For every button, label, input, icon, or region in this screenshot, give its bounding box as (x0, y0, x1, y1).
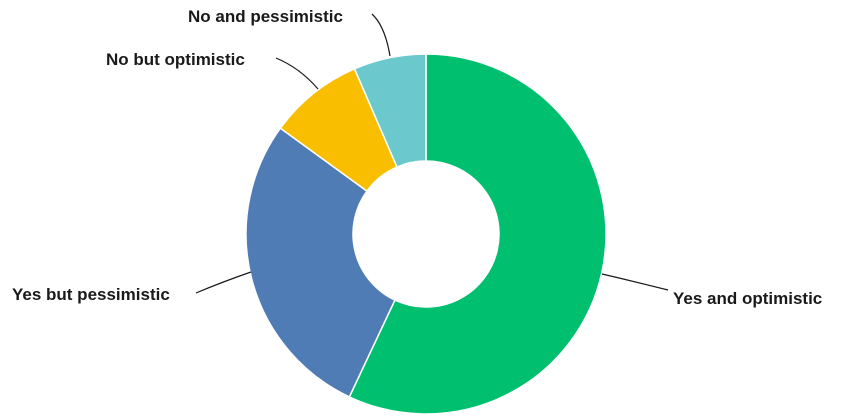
label-no-and-pessimistic: No and pessimistic (188, 7, 343, 26)
slice-yes-but-pessimistic (245, 127, 396, 398)
slice-no-and-pessimistic (353, 53, 427, 168)
slice-labels: Yes and optimistic Yes but pessimistic No … (12, 7, 822, 308)
leader-line-yes-but-pessimistic (195, 271, 252, 294)
leader-line-no-but-optimistic (275, 57, 319, 90)
label-no-but-optimistic: No but optimistic (106, 50, 245, 69)
label-yes-and-optimistic: Yes and optimistic (673, 289, 822, 308)
leader-lines (195, 13, 669, 294)
leader-line-yes-and-optimistic (601, 273, 669, 291)
leader-line-no-and-pessimistic (371, 13, 391, 57)
slice-yes-and-optimistic (348, 53, 607, 415)
label-yes-but-pessimistic: Yes but pessimistic (12, 285, 170, 304)
donut-slices (245, 53, 607, 415)
